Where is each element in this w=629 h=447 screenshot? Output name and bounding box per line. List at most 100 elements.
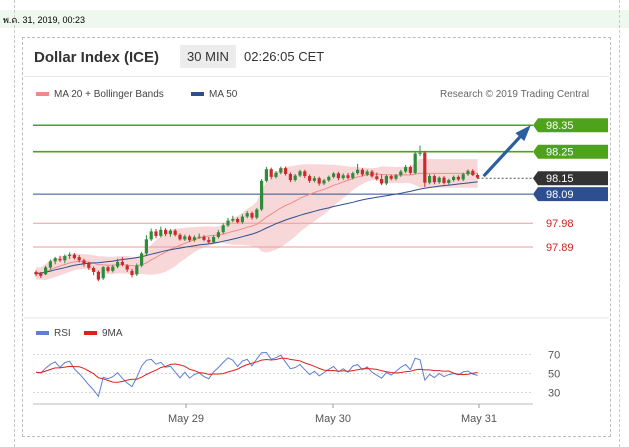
legend-rsi-ma: 9MA — [84, 328, 123, 339]
support-label-1: 97.98 — [546, 218, 574, 230]
resistance-tag-2: 98.25 — [546, 147, 574, 159]
candle-body — [332, 173, 336, 177]
candle-body — [101, 267, 105, 279]
candle-body — [140, 253, 144, 266]
ma50-swatch — [191, 92, 204, 97]
candle-body — [466, 170, 470, 175]
candle-body — [399, 171, 403, 176]
candle-body — [375, 176, 379, 179]
candle-body — [404, 167, 408, 172]
chart-time: 02:26:05 CET — [244, 49, 325, 64]
candle-body — [408, 167, 412, 173]
candle-body — [164, 229, 168, 235]
candle-body — [226, 220, 230, 226]
candle-body — [432, 176, 436, 183]
candle-body — [250, 213, 254, 218]
candle-body — [303, 171, 307, 177]
candle-body — [380, 178, 384, 184]
right-divider — [619, 0, 620, 447]
chart-card — [22, 37, 611, 437]
candle-body — [456, 176, 460, 180]
candle-body — [346, 175, 350, 178]
candle-body — [130, 270, 134, 276]
candle-body — [72, 254, 76, 259]
candle-body — [293, 175, 297, 181]
candle-body — [168, 230, 172, 235]
candle-body — [298, 171, 302, 176]
candle-body — [264, 169, 268, 181]
candle-body — [77, 257, 81, 261]
candle-body — [384, 176, 388, 184]
candle-body — [452, 176, 456, 181]
candle-body — [370, 171, 374, 177]
candle-body — [279, 168, 283, 173]
candle-body — [96, 271, 100, 280]
left-divider — [14, 0, 15, 447]
candle-body — [351, 173, 355, 178]
candle-body — [423, 152, 427, 183]
candle-body — [87, 263, 91, 268]
candle-body — [231, 218, 235, 221]
candle-body — [476, 175, 480, 178]
x-tick-label: May 30 — [315, 413, 351, 425]
ma50-line — [35, 181, 478, 274]
candle-body — [216, 232, 220, 237]
candle-body — [183, 236, 187, 240]
rsi-level-label: 30 — [548, 388, 560, 400]
rsi-level-label: 70 — [548, 350, 560, 362]
candle-body — [53, 258, 57, 262]
ma50-tag: 98.09 — [546, 189, 574, 201]
candle-body — [308, 176, 312, 181]
rsi-ma-label: 9MA — [102, 328, 123, 339]
candle-body — [327, 176, 331, 181]
candle-body — [178, 234, 182, 240]
current-price-tag-bg — [533, 171, 608, 186]
candle-body — [149, 231, 153, 240]
support-label-2: 97.89 — [546, 242, 574, 254]
forecast-arrow-head — [515, 125, 531, 142]
timeframe-selector[interactable]: 30 MIN — [180, 45, 236, 68]
date-strip-text: พ.ค. 31, 2019, 00:23 — [3, 15, 86, 25]
resistance-tag-1-bg — [533, 118, 608, 133]
candle-body — [120, 261, 124, 265]
candle-body — [394, 175, 398, 179]
candle-body — [447, 180, 451, 183]
header-separator — [24, 76, 609, 77]
candle-body — [341, 175, 345, 179]
candle-body — [44, 267, 48, 275]
candle-body — [125, 265, 129, 270]
candle-body — [221, 225, 225, 233]
rsi-label: RSI — [54, 328, 71, 339]
date-strip: พ.ค. 31, 2019, 00:23 — [0, 10, 629, 28]
candle-body — [428, 176, 432, 183]
candle-body — [39, 273, 43, 276]
x-tick-label: May 29 — [168, 413, 204, 425]
candle-body — [240, 216, 244, 223]
candle-body — [188, 236, 192, 241]
rsi-level-label: 50 — [548, 369, 560, 381]
candle-body — [159, 229, 163, 236]
candle-body — [48, 261, 52, 268]
resistance-tag-1: 98.35 — [546, 120, 574, 132]
legend-ma20: MA 20 + Bollinger Bands — [36, 89, 164, 100]
candle-body — [68, 254, 72, 257]
candle-body — [471, 170, 475, 176]
candle-body — [34, 271, 38, 275]
candle-body — [135, 265, 139, 275]
candle-body — [360, 169, 364, 175]
candle-body — [106, 267, 110, 271]
credit-text: Research © 2019 Trading Central — [440, 89, 590, 100]
candle-body — [111, 266, 115, 271]
legend-ma50: MA 50 — [191, 89, 237, 100]
candle-body — [144, 239, 148, 254]
candle-body — [245, 213, 249, 217]
candle-body — [154, 231, 158, 236]
legend-rsi: RSI — [36, 328, 71, 339]
instrument-title: Dollar Index (ICE) — [34, 49, 160, 66]
candle-body — [92, 267, 96, 272]
candle-body — [260, 180, 264, 210]
ma20-label: MA 20 + Bollinger Bands — [54, 89, 164, 100]
bollinger-band — [36, 158, 478, 281]
candle-body — [197, 236, 201, 238]
